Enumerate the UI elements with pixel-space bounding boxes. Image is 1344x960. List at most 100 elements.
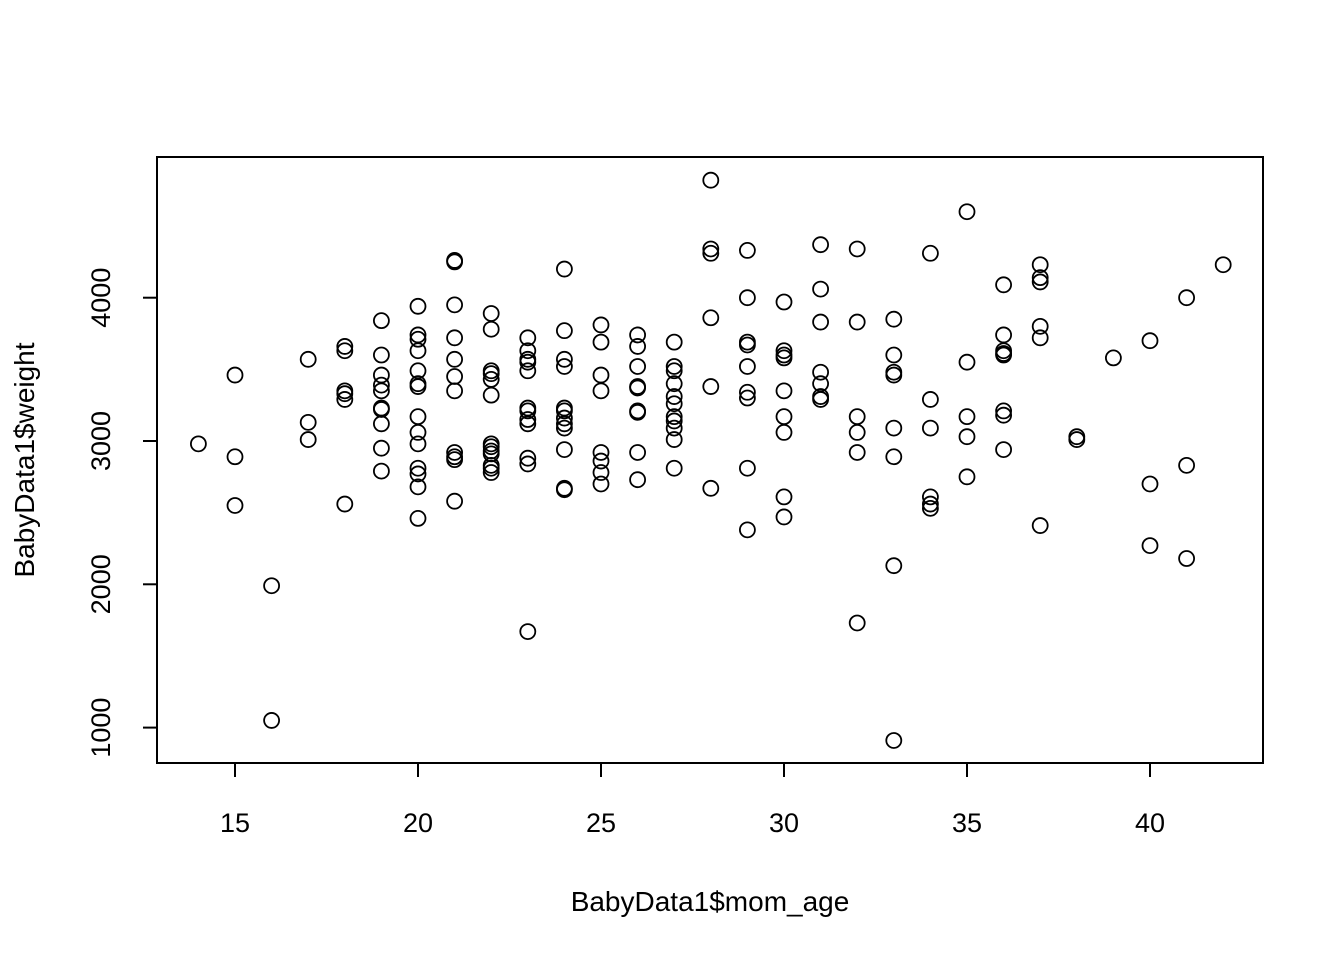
data-point xyxy=(665,333,683,351)
data-point xyxy=(995,441,1012,458)
data-point xyxy=(922,499,939,517)
data-point xyxy=(336,342,354,360)
data-point xyxy=(629,338,646,355)
x-tick-label: 30 xyxy=(769,808,799,838)
data-point xyxy=(519,362,537,380)
data-point xyxy=(1214,256,1232,274)
data-point xyxy=(702,309,720,327)
data-point xyxy=(482,320,500,338)
data-point xyxy=(519,353,537,371)
data-point xyxy=(775,293,793,311)
data-point xyxy=(995,346,1012,364)
y-tick-label: 4000 xyxy=(86,268,116,328)
data-point xyxy=(665,431,683,448)
data-point xyxy=(446,253,464,271)
data-point xyxy=(1178,456,1195,474)
data-point xyxy=(409,330,427,348)
data-point xyxy=(556,350,573,368)
data-point xyxy=(775,382,793,400)
data-point xyxy=(226,448,244,466)
data-point xyxy=(519,342,537,360)
data-point xyxy=(812,313,829,331)
data-point xyxy=(665,408,683,426)
data-point xyxy=(519,455,537,473)
data-point xyxy=(995,402,1012,420)
data-point xyxy=(263,577,281,595)
data-point xyxy=(482,459,500,477)
x-axis: 15 20 25 30 35 40 xyxy=(220,763,1165,838)
data-point xyxy=(629,326,646,344)
data-point xyxy=(519,329,537,347)
data-point xyxy=(739,383,756,401)
data-point xyxy=(446,382,464,400)
data-point xyxy=(702,244,720,262)
data-point xyxy=(848,424,866,441)
data-point xyxy=(409,465,427,483)
data-point xyxy=(446,350,464,368)
data-point xyxy=(1068,431,1086,448)
data-point xyxy=(958,468,976,486)
data-point xyxy=(885,366,903,384)
data-point xyxy=(592,475,610,493)
data-point xyxy=(446,444,464,461)
data-point xyxy=(556,441,573,458)
data-point xyxy=(1031,329,1049,347)
data-point xyxy=(519,411,537,428)
data-point xyxy=(629,358,646,375)
data-point xyxy=(848,240,866,258)
data-point xyxy=(812,280,829,298)
data-point xyxy=(409,297,427,315)
data-point xyxy=(739,459,756,477)
data-point xyxy=(848,408,866,426)
data-point xyxy=(409,408,427,426)
x-tick-label: 15 xyxy=(220,808,250,838)
data-point xyxy=(775,342,793,360)
data-point xyxy=(482,386,500,404)
data-point xyxy=(1141,475,1159,493)
data-point xyxy=(922,244,939,262)
data-point xyxy=(958,428,976,446)
x-tick-label: 40 xyxy=(1135,808,1165,838)
y-axis-title: BabyData1$weight xyxy=(9,342,40,577)
x-axis-title: BabyData1$mom_age xyxy=(571,886,850,917)
data-point xyxy=(885,732,903,749)
data-point xyxy=(556,402,573,420)
data-point xyxy=(592,333,610,351)
data-point xyxy=(995,276,1012,294)
data-point xyxy=(556,481,573,499)
data-point xyxy=(739,389,756,407)
data-point xyxy=(665,375,683,393)
data-point xyxy=(958,353,976,371)
data-point xyxy=(665,412,683,430)
data-point xyxy=(885,346,903,364)
data-point xyxy=(1141,537,1159,555)
data-point xyxy=(372,376,390,394)
data-point xyxy=(995,326,1012,344)
data-point xyxy=(299,350,317,368)
data-point xyxy=(409,342,427,360)
data-point xyxy=(482,438,500,456)
data-point xyxy=(775,424,793,441)
data-point xyxy=(665,395,683,413)
data-point xyxy=(885,557,903,575)
data-point xyxy=(629,403,646,421)
data-point xyxy=(1031,517,1049,534)
data-point xyxy=(958,203,976,221)
data-point xyxy=(336,338,354,355)
data-point xyxy=(556,358,573,375)
x-tick-label: 25 xyxy=(586,808,616,838)
data-point xyxy=(592,452,610,470)
data-point xyxy=(665,419,683,437)
data-point xyxy=(739,336,756,354)
data-point xyxy=(263,712,281,729)
data-point xyxy=(592,382,610,400)
data-point xyxy=(739,242,756,259)
y-tick-label: 3000 xyxy=(86,411,116,471)
data-point xyxy=(629,444,646,461)
data-point xyxy=(226,366,244,384)
data-point xyxy=(592,444,610,461)
data-point xyxy=(336,385,354,403)
data-point xyxy=(1031,317,1049,335)
data-point xyxy=(1178,550,1195,567)
